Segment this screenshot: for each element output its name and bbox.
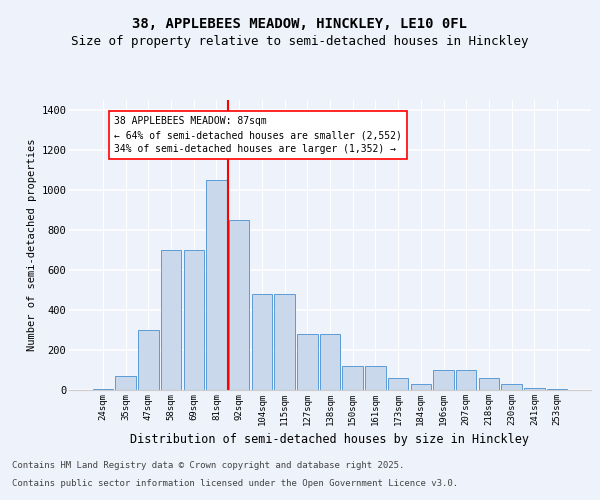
Bar (274, 294, 295, 390)
Bar (502, 384, 522, 390)
Bar (456, 370, 476, 390)
Bar (365, 366, 386, 390)
Bar (115, 376, 136, 390)
Bar (388, 378, 409, 390)
Bar (320, 334, 340, 390)
Text: Contains public sector information licensed under the Open Government Licence v3: Contains public sector information licen… (12, 478, 458, 488)
Bar (93, 389, 113, 390)
Bar (410, 384, 431, 390)
X-axis label: Distribution of semi-detached houses by size in Hinckley: Distribution of semi-detached houses by … (131, 434, 530, 446)
Bar (479, 378, 499, 390)
Bar (251, 294, 272, 390)
Bar (297, 334, 317, 390)
Text: Contains HM Land Registry data © Crown copyright and database right 2025.: Contains HM Land Registry data © Crown c… (12, 461, 404, 470)
Bar (184, 250, 204, 390)
Bar (161, 250, 181, 390)
Bar (433, 370, 454, 390)
Text: Size of property relative to semi-detached houses in Hinckley: Size of property relative to semi-detach… (71, 35, 529, 48)
Bar (343, 366, 363, 390)
Text: 38, APPLEBEES MEADOW, HINCKLEY, LE10 0FL: 38, APPLEBEES MEADOW, HINCKLEY, LE10 0FL (133, 18, 467, 32)
Bar (206, 180, 227, 390)
Bar (229, 220, 250, 390)
Y-axis label: Number of semi-detached properties: Number of semi-detached properties (27, 138, 37, 352)
Text: 38 APPLEBEES MEADOW: 87sqm
← 64% of semi-detached houses are smaller (2,552)
34%: 38 APPLEBEES MEADOW: 87sqm ← 64% of semi… (114, 116, 402, 154)
Bar (138, 330, 158, 390)
Bar (524, 388, 545, 390)
